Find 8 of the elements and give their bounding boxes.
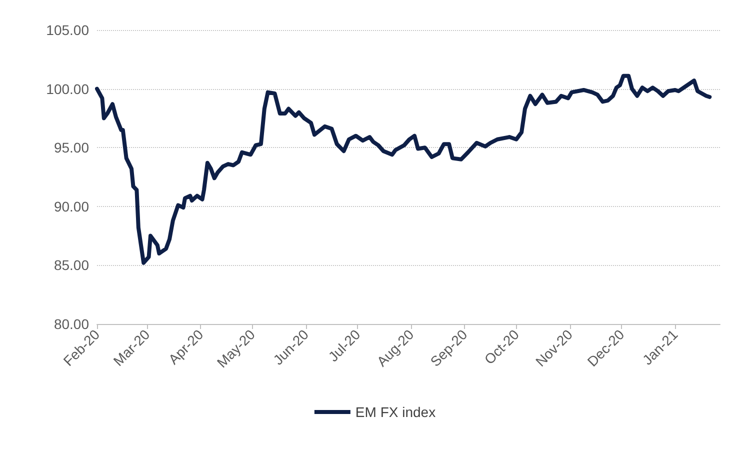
y-tick-label: 100.00 (46, 80, 90, 97)
y-tick-label: 85.00 (54, 257, 90, 274)
y-tick-label: 105.00 (46, 22, 90, 38)
legend-label: EM FX index (355, 404, 436, 420)
y-tick-label: 95.00 (54, 140, 90, 156)
y-tick-label: 80.00 (54, 316, 90, 332)
y-tick-label: 90.00 (54, 198, 90, 214)
line-series (95, 74, 712, 265)
